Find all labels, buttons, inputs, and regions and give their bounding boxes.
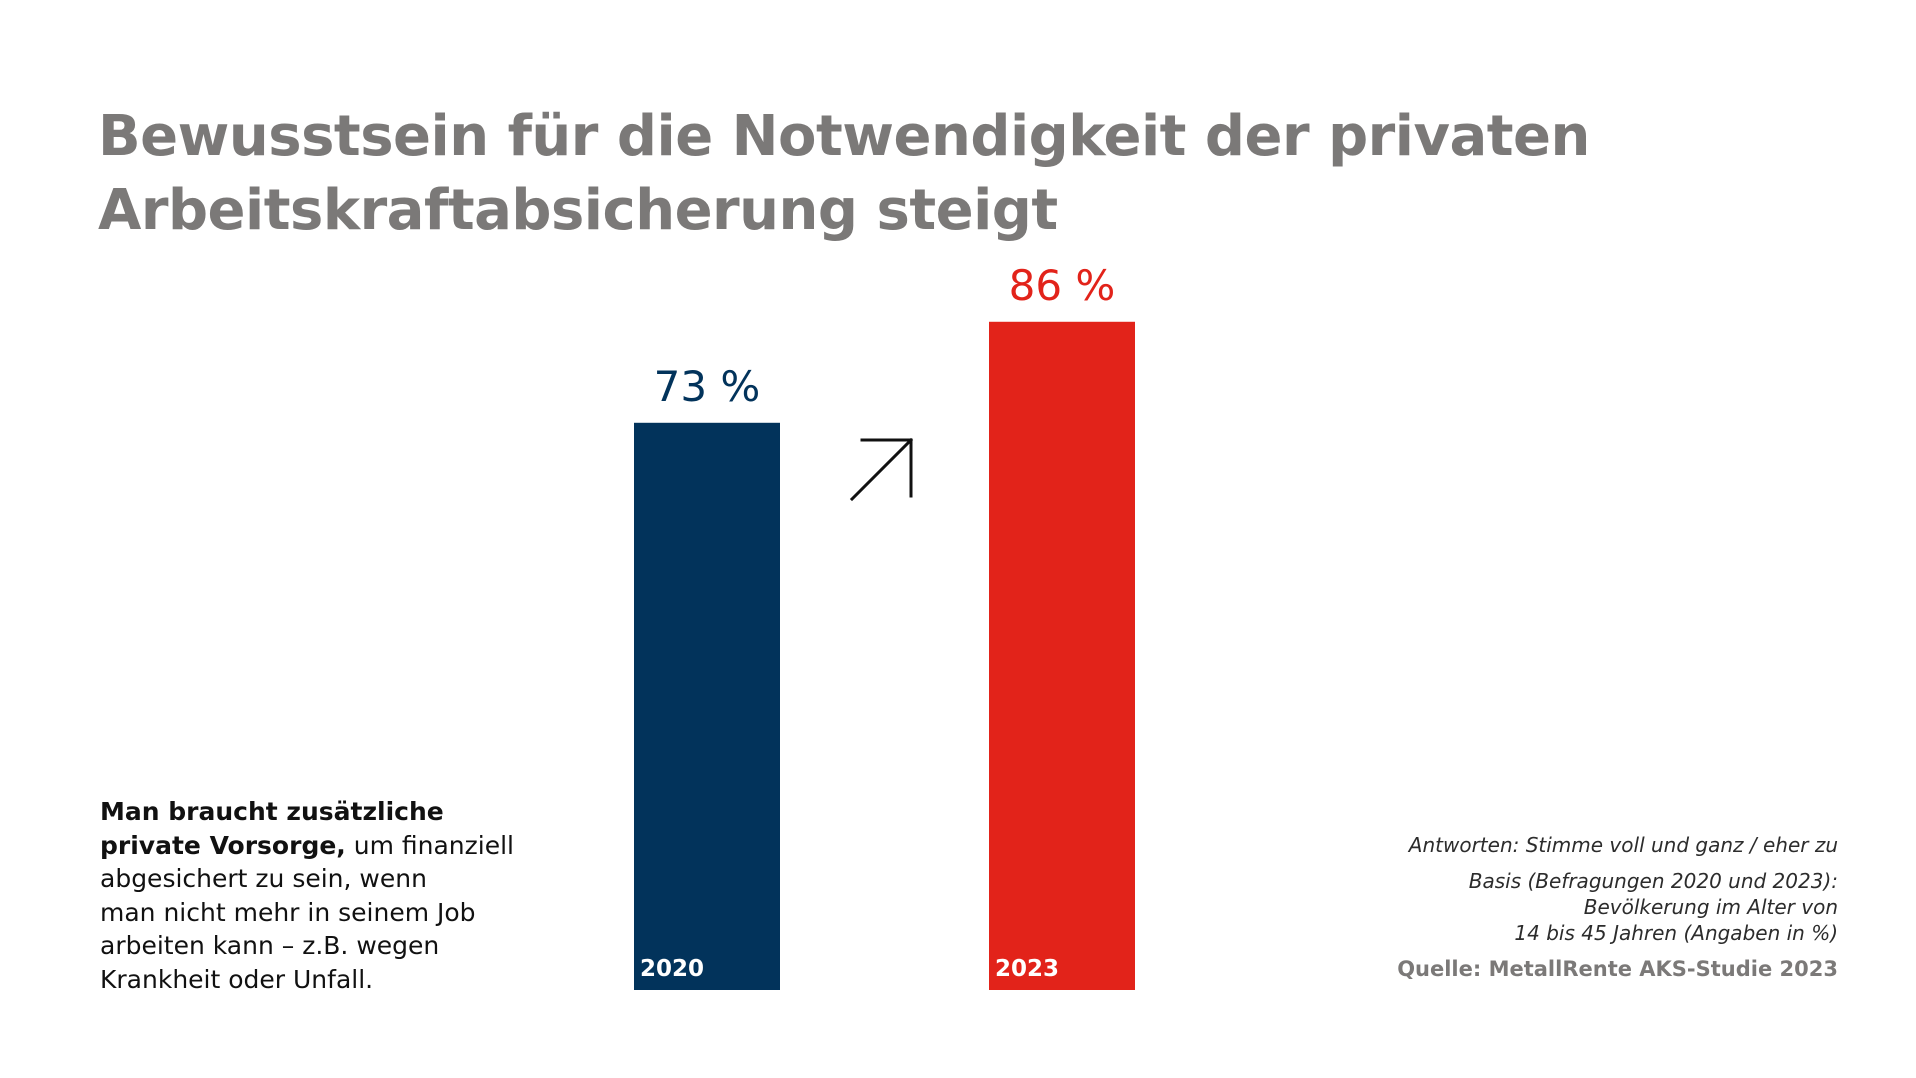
basis-note-line-1: Basis (Befragungen 2020 und 2023): bbox=[1468, 869, 1838, 893]
chart-title-line-2: Arbeitskraftabsicherung steigt bbox=[98, 178, 1058, 243]
basis-note-line-3: 14 bis 45 Jahren (Angaben in %) bbox=[1514, 921, 1838, 945]
statement-bold-line-1: Man braucht zusätzliche bbox=[100, 797, 444, 826]
category-label-2020: 2020 bbox=[640, 956, 704, 982]
answers-note: Antworten: Stimme voll und ganz / eher z… bbox=[1408, 833, 1838, 857]
category-label-2023: 2023 bbox=[995, 956, 1059, 982]
chart-title: Bewusstsein für die Notwendigkeit der pr… bbox=[98, 100, 1798, 248]
bars-layer: 73 % 2020 86 % 2023 bbox=[634, 261, 1135, 990]
statement-line-6: Krankheit oder Unfall. bbox=[100, 964, 374, 994]
statement-bold-line-2: private Vorsorge, bbox=[100, 830, 346, 860]
statement-line-2-rest: um finanziell bbox=[345, 830, 514, 860]
arrow-up-right-icon bbox=[849, 437, 914, 502]
bar-2023 bbox=[989, 321, 1135, 990]
bar-2020 bbox=[634, 422, 780, 990]
basis-note-line-2: Bevölkerung im Alter von bbox=[1583, 895, 1838, 919]
chart-title-line-1: Bewusstsein für die Notwendigkeit der pr… bbox=[98, 104, 1590, 169]
statement-line-3: abgesichert zu sein, wenn bbox=[100, 864, 427, 893]
value-label-2023: 86 % bbox=[1009, 261, 1116, 310]
statement-line-5: arbeiten kann – z.B. wegen bbox=[100, 931, 440, 960]
source-note: Quelle: MetallRente AKS-Studie 2023 bbox=[1397, 957, 1838, 981]
statement-text: Man braucht zusätzliche private Vorsorge… bbox=[100, 795, 560, 996]
chart-notes: Antworten: Stimme voll und ganz / eher z… bbox=[1278, 832, 1838, 982]
value-label-2020: 73 % bbox=[654, 362, 761, 411]
statement-line-4: man nicht mehr in seinem Job bbox=[100, 897, 476, 927]
